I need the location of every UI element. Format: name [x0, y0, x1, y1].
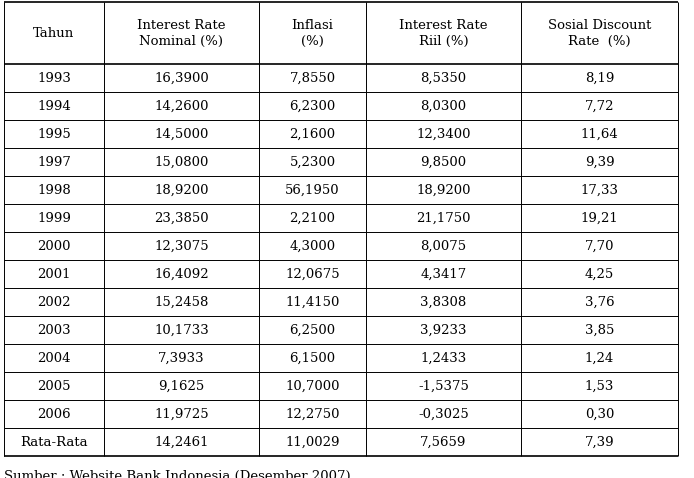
- Text: 2003: 2003: [37, 324, 71, 337]
- Text: 1,24: 1,24: [585, 351, 614, 365]
- Text: Rata-Rata: Rata-Rata: [20, 435, 88, 448]
- Text: 2000: 2000: [37, 239, 71, 252]
- Text: 8,19: 8,19: [585, 72, 614, 85]
- Text: 3,76: 3,76: [584, 295, 614, 308]
- Text: 8,5350: 8,5350: [421, 72, 466, 85]
- Text: 1,53: 1,53: [585, 380, 614, 392]
- Text: 8,0075: 8,0075: [421, 239, 466, 252]
- Text: 7,8550: 7,8550: [289, 72, 336, 85]
- Text: 5,2300: 5,2300: [289, 155, 336, 169]
- Text: 18,9200: 18,9200: [154, 184, 209, 196]
- Text: 1994: 1994: [37, 99, 71, 112]
- Text: 10,1733: 10,1733: [154, 324, 209, 337]
- Text: 4,3417: 4,3417: [421, 268, 466, 281]
- Text: Interest Rate
Riil (%): Interest Rate Riil (%): [399, 19, 488, 47]
- Text: 1993: 1993: [37, 72, 71, 85]
- Text: 12,2750: 12,2750: [285, 408, 340, 421]
- Text: 2004: 2004: [37, 351, 71, 365]
- Text: 14,5000: 14,5000: [154, 128, 209, 141]
- Text: 7,3933: 7,3933: [158, 351, 205, 365]
- Text: 2,2100: 2,2100: [289, 211, 335, 225]
- Text: -1,5375: -1,5375: [418, 380, 469, 392]
- Text: 9,8500: 9,8500: [421, 155, 466, 169]
- Text: 2005: 2005: [37, 380, 71, 392]
- Text: 2001: 2001: [37, 268, 71, 281]
- Text: 1998: 1998: [37, 184, 71, 196]
- Text: Sosial Discount
Rate  (%): Sosial Discount Rate (%): [548, 19, 651, 47]
- Text: 11,9725: 11,9725: [154, 408, 209, 421]
- Text: Inflasi
(%): Inflasi (%): [291, 19, 333, 47]
- Text: 15,2458: 15,2458: [154, 295, 209, 308]
- Text: 2006: 2006: [37, 408, 71, 421]
- Text: 17,33: 17,33: [580, 184, 618, 196]
- Text: 56,1950: 56,1950: [285, 184, 340, 196]
- Text: 0,30: 0,30: [585, 408, 614, 421]
- Text: 12,3400: 12,3400: [416, 128, 471, 141]
- Text: 21,1750: 21,1750: [416, 211, 471, 225]
- Text: 10,7000: 10,7000: [285, 380, 340, 392]
- Text: 1995: 1995: [37, 128, 71, 141]
- Text: 6,2500: 6,2500: [289, 324, 336, 337]
- Text: 9,39: 9,39: [584, 155, 614, 169]
- Text: 6,2300: 6,2300: [289, 99, 336, 112]
- Text: 7,39: 7,39: [584, 435, 614, 448]
- Text: 12,3075: 12,3075: [154, 239, 209, 252]
- Text: 8,0300: 8,0300: [421, 99, 466, 112]
- Text: Interest Rate
Nominal (%): Interest Rate Nominal (%): [137, 19, 226, 47]
- Text: 3,8308: 3,8308: [421, 295, 466, 308]
- Text: 15,0800: 15,0800: [154, 155, 209, 169]
- Text: 1997: 1997: [37, 155, 71, 169]
- Text: 3,85: 3,85: [585, 324, 614, 337]
- Text: 23,3850: 23,3850: [154, 211, 209, 225]
- Text: 11,64: 11,64: [581, 128, 618, 141]
- Text: 1,2433: 1,2433: [421, 351, 466, 365]
- Text: 3,9233: 3,9233: [421, 324, 467, 337]
- Text: 12,0675: 12,0675: [285, 268, 340, 281]
- Text: 2002: 2002: [37, 295, 71, 308]
- Text: 11,0029: 11,0029: [285, 435, 340, 448]
- Text: 18,9200: 18,9200: [416, 184, 471, 196]
- Text: 4,3000: 4,3000: [289, 239, 336, 252]
- Text: 16,4092: 16,4092: [154, 268, 209, 281]
- Text: 7,70: 7,70: [585, 239, 614, 252]
- Text: 16,3900: 16,3900: [154, 72, 209, 85]
- Text: 6,1500: 6,1500: [289, 351, 336, 365]
- Text: 7,5659: 7,5659: [421, 435, 466, 448]
- Text: 2,1600: 2,1600: [289, 128, 336, 141]
- Text: 14,2600: 14,2600: [154, 99, 209, 112]
- Text: 4,25: 4,25: [585, 268, 614, 281]
- Text: 14,2461: 14,2461: [154, 435, 209, 448]
- Text: 1999: 1999: [37, 211, 71, 225]
- Text: 9,1625: 9,1625: [158, 380, 205, 392]
- Text: Tahun: Tahun: [33, 26, 75, 40]
- Text: 19,21: 19,21: [581, 211, 618, 225]
- Text: -0,3025: -0,3025: [418, 408, 469, 421]
- Text: 11,4150: 11,4150: [285, 295, 339, 308]
- Text: 7,72: 7,72: [585, 99, 614, 112]
- Text: Sumber : Website Bank Indonesia (Desember 2007): Sumber : Website Bank Indonesia (Desembe…: [4, 470, 350, 478]
